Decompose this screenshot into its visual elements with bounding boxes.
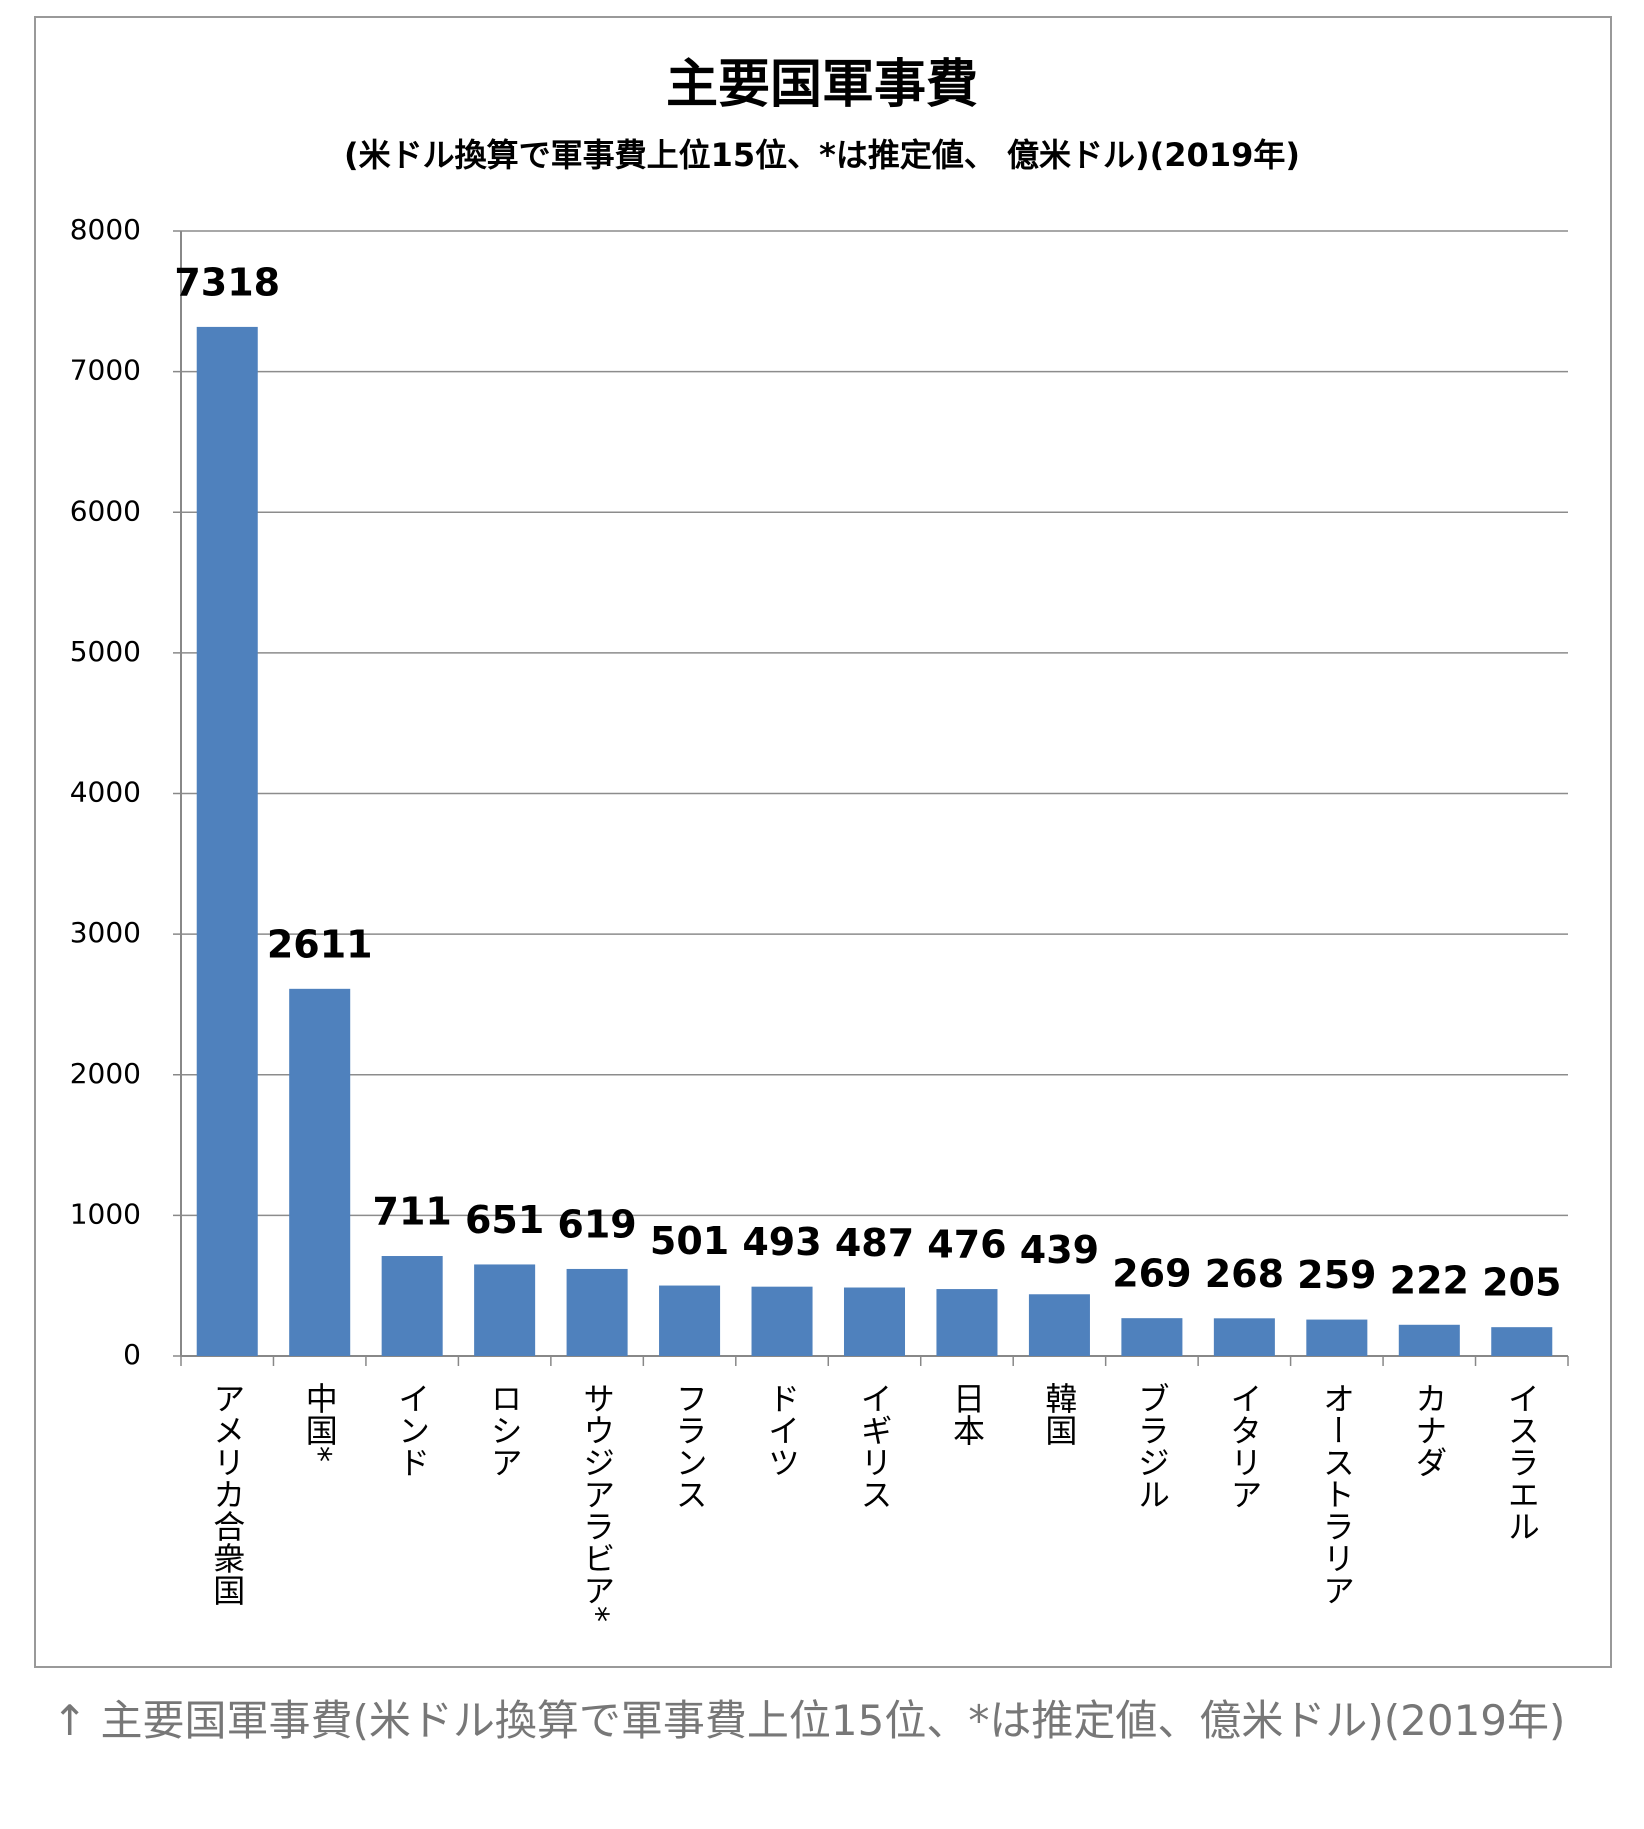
y-tick-label: 4000	[70, 776, 141, 809]
x-tick-label: 中国*	[301, 1382, 339, 1462]
chart-title: 主要国軍事費	[666, 55, 978, 115]
value-label: 501	[650, 1219, 729, 1263]
value-label: 487	[835, 1221, 914, 1265]
x-tick-label: オーストラリア	[1318, 1382, 1356, 1606]
x-tick-label: ドイツ	[763, 1382, 801, 1478]
x-tick-label: インド	[393, 1382, 431, 1478]
x-tick-label: ブラジル	[1133, 1382, 1171, 1510]
y-tick-label: 1000	[70, 1197, 141, 1230]
x-tick-label: アメリカ合衆国	[208, 1382, 246, 1606]
chart-subtitle: (米ドル換算で軍事費上位15位、*は推定値、 億米ドル)(2019年)	[344, 136, 1300, 174]
bar	[566, 1268, 628, 1356]
y-tick-label: 7000	[70, 354, 141, 387]
chart-frame	[34, 16, 1612, 1668]
bar	[1028, 1294, 1090, 1356]
x-tick-label: 韓国	[1040, 1382, 1078, 1446]
x-tick-label: ロシア	[486, 1382, 524, 1478]
bar	[289, 988, 351, 1356]
value-label: 259	[1297, 1253, 1376, 1297]
x-tick-label: 日本	[948, 1382, 986, 1446]
value-label: 711	[373, 1190, 452, 1234]
x-tick-label: イギリス	[856, 1382, 894, 1510]
bar	[1213, 1318, 1275, 1356]
bar	[659, 1285, 721, 1356]
value-label: 205	[1482, 1261, 1561, 1305]
caption: ↑ 主要国軍事費(米ドル換算で軍事費上位15位、*は推定値、億米ドル)(2019…	[52, 1696, 1566, 1745]
x-tick-label: カナダ	[1410, 1382, 1448, 1478]
x-tick-label: サウジアラビア*	[578, 1382, 616, 1622]
bar	[1306, 1319, 1368, 1356]
y-tick-label: 8000	[70, 213, 141, 246]
bar	[474, 1264, 536, 1356]
bar	[843, 1287, 906, 1356]
bar	[751, 1286, 813, 1356]
y-tick-label: 2000	[70, 1057, 141, 1090]
value-label: 439	[1020, 1228, 1099, 1272]
x-tick-label: フランス	[671, 1382, 709, 1510]
value-label: 651	[465, 1198, 544, 1242]
bar	[1121, 1318, 1183, 1356]
y-tick-label: 6000	[70, 494, 141, 527]
y-tick-label: 5000	[70, 635, 141, 668]
bar	[381, 1256, 443, 1356]
value-label: 269	[1112, 1252, 1191, 1296]
bar	[1398, 1324, 1460, 1356]
value-label: 476	[927, 1223, 1006, 1267]
bar	[196, 326, 258, 1356]
bar	[936, 1289, 998, 1356]
value-label: 2611	[267, 922, 373, 966]
value-label: 619	[557, 1202, 636, 1246]
bar	[1491, 1327, 1553, 1356]
x-tick-label: イタリア	[1225, 1382, 1263, 1510]
chart: 主要国軍事費 (米ドル換算で軍事費上位15位、*は推定値、 億米ドル)(2019…	[34, 16, 1612, 1668]
value-label: 268	[1205, 1252, 1284, 1296]
y-tick-label: 3000	[70, 916, 141, 949]
value-label: 222	[1390, 1258, 1469, 1302]
y-tick-label: 0	[123, 1338, 141, 1371]
value-label: 493	[742, 1220, 821, 1264]
x-tick-label: イスラエル	[1503, 1382, 1541, 1542]
value-label: 7318	[174, 260, 280, 304]
